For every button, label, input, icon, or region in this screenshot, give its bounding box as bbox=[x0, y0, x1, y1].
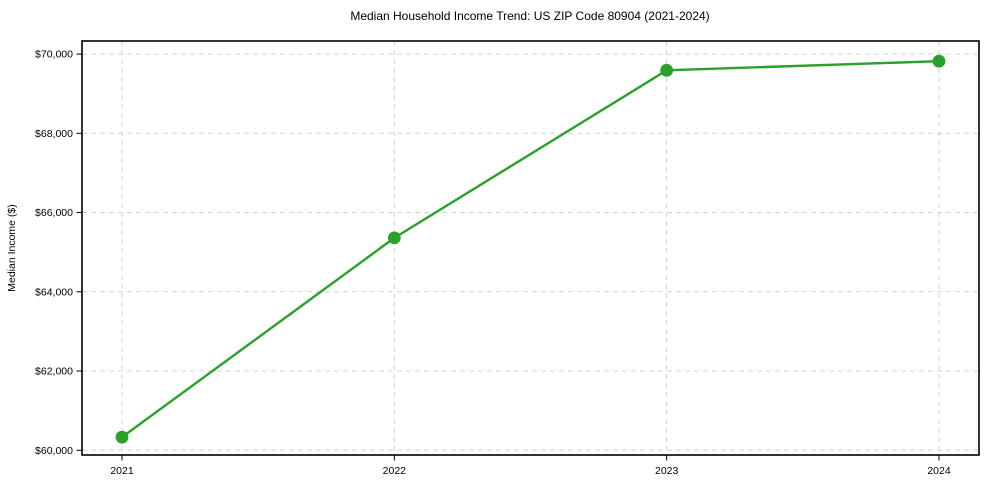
plot-frame bbox=[81, 40, 980, 456]
series-line bbox=[120, 60, 941, 439]
x-tick-label: 2023 bbox=[655, 465, 679, 477]
y-tick-label: $70,000 bbox=[35, 49, 73, 61]
x-tick-label: 2022 bbox=[383, 465, 407, 477]
y-tick-label: $68,000 bbox=[35, 128, 73, 140]
x-tick-label: 2021 bbox=[110, 465, 134, 477]
y-axis-label: Median Income ($) bbox=[6, 204, 18, 292]
y-tick-label: $60,000 bbox=[35, 445, 73, 457]
chart-title: Median Household Income Trend: US ZIP Co… bbox=[350, 9, 710, 23]
data-point-marker bbox=[660, 63, 674, 77]
y-tick-label: $62,000 bbox=[35, 366, 73, 378]
data-point-marker bbox=[115, 430, 129, 444]
x-tick-label: 2024 bbox=[927, 465, 951, 477]
y-tick-label: $64,000 bbox=[35, 286, 73, 298]
y-tick-label: $66,000 bbox=[35, 207, 73, 219]
data-point-marker bbox=[932, 54, 946, 68]
data-point-marker bbox=[387, 231, 401, 245]
